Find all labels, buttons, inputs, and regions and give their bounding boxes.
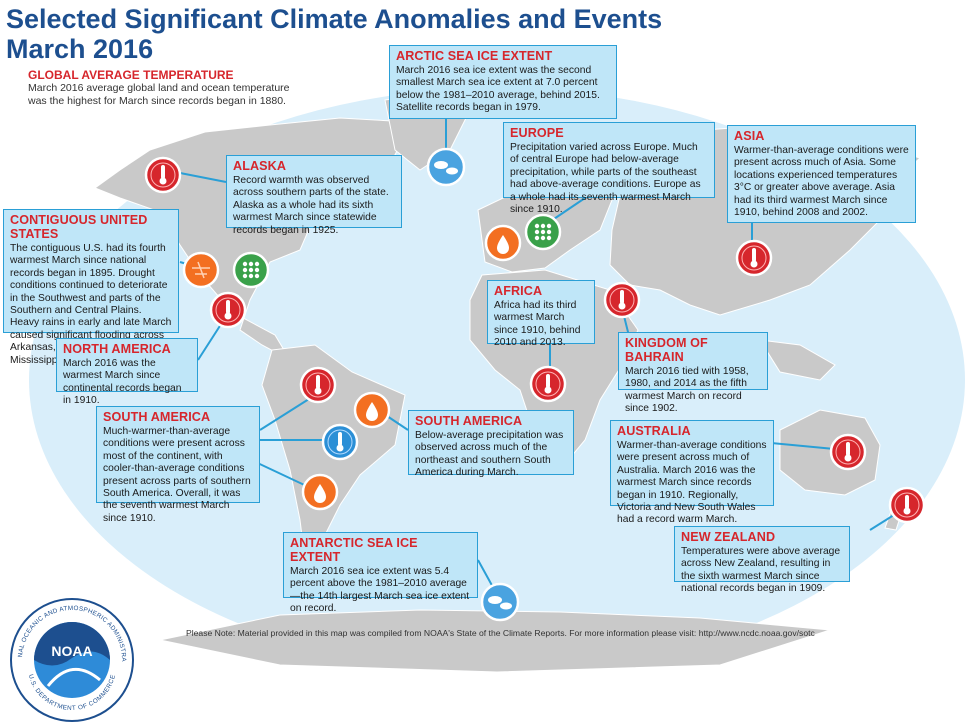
title-line-1: Selected Significant Climate Anomalies a…: [6, 4, 663, 34]
callout-text: Much-warmer-than-average conditions were…: [103, 426, 251, 524]
callout-new-zealand: NEW ZEALAND Temperatures were above aver…: [674, 526, 850, 594]
callout-heading: NORTH AMERICA: [63, 342, 171, 356]
callout-text: Record warmth was observed across southe…: [233, 175, 389, 236]
callout-australia: AUSTRALIA Warmer-than-average conditions…: [610, 420, 774, 525]
callout-heading: AUSTRALIA: [617, 424, 691, 438]
samerica-warm-icon: [299, 366, 337, 404]
logo-center-text: NOAA: [51, 643, 92, 659]
global-temperature-text: March 2016 average global land and ocean…: [28, 82, 290, 107]
callout-text: Below-average precipitation was observed…: [415, 430, 564, 479]
land-southeast-asia: [759, 339, 836, 381]
callout-text: Warmer-than-average conditions were pres…: [734, 145, 909, 219]
callout-heading: KINGDOM OF BAHRAIN: [625, 336, 708, 364]
callout-contiguous-us: CONTIGUOUS UNITED STATES The contiguous …: [3, 209, 179, 366]
us-drought-icon: [182, 251, 220, 289]
callout-heading: ALASKA: [233, 159, 287, 173]
callout-bahrain: KINGDOM OF BAHRAIN March 2016 tied with …: [618, 332, 768, 414]
callout-heading: AFRICA: [494, 284, 543, 298]
callout-text: Africa had its third warmest March since…: [494, 300, 581, 349]
callout-text: Warmer-than-average conditions were pres…: [617, 440, 767, 526]
samerica-cool-icon: [321, 423, 359, 461]
arctic-ice-icon: [426, 147, 466, 187]
us-flood-icon: [232, 251, 270, 289]
callout-text: Precipitation varied across Europe. Much…: [510, 142, 701, 216]
callout-heading: ASIA: [734, 129, 765, 143]
callout-text: March 2016 sea ice extent was 5.4 percen…: [290, 566, 470, 615]
asia-warm-icon: [735, 239, 773, 277]
samerica-dry-ne-icon: [353, 391, 391, 429]
callout-heading: ARCTIC SEA ICE EXTENT: [396, 49, 553, 63]
callout-arctic: ARCTIC SEA ICE EXTENT March 2016 sea ice…: [389, 45, 617, 119]
callout-heading: CONTIGUOUS UNITED STATES: [10, 213, 148, 241]
callout-heading: SOUTH AMERICA: [103, 410, 211, 424]
alaska-warm-icon: [144, 156, 182, 194]
callout-south-america-precipitation: SOUTH AMERICA Below-average precipitatio…: [408, 410, 574, 478]
australia-warm-icon: [829, 433, 867, 471]
europe-wet-icon: [524, 213, 562, 251]
bahrain-warm-icon: [603, 281, 641, 319]
callout-heading: NEW ZEALAND: [681, 530, 776, 544]
page-title: Selected Significant Climate Anomalies a…: [6, 4, 663, 64]
callout-heading: SOUTH AMERICA: [415, 414, 523, 428]
samerica-dry-s-icon: [301, 473, 339, 511]
callout-antarctic: ANTARCTIC SEA ICE EXTENT March 2016 sea …: [283, 532, 478, 614]
source-note: Please Note: Material provided in this m…: [186, 628, 815, 638]
callout-text: March 2016 sea ice extent was the second…: [396, 65, 600, 114]
markers: [144, 147, 926, 622]
global-temperature-heading: GLOBAL AVERAGE TEMPERATURE: [28, 68, 234, 82]
callout-heading: EUROPE: [510, 126, 564, 140]
title-line-2: March 2016: [6, 34, 154, 64]
callout-north-america: NORTH AMERICA March 2016 was the warmest…: [56, 338, 198, 406]
callout-text: March 2016 tied with 1958, 1980, and 201…: [625, 366, 749, 415]
callout-heading: ANTARCTIC SEA ICE EXTENT: [290, 536, 418, 564]
antarctic-ice-icon: [480, 582, 520, 622]
callout-text: March 2016 was the warmest March since c…: [63, 358, 182, 407]
nz-warm-icon: [888, 486, 926, 524]
africa-warm-icon: [529, 365, 567, 403]
land-antarctica: [159, 609, 831, 673]
europe-dry-icon: [484, 224, 522, 262]
callout-africa: AFRICA Africa had its third warmest Marc…: [487, 280, 595, 348]
noaa-logo: NATIONAL OCEANIC AND ATMOSPHERIC ADMINIS…: [8, 596, 134, 722]
callout-alaska: ALASKA Record warmth was observed across…: [226, 155, 402, 236]
callout-europe: EUROPE Precipitation varied across Europ…: [503, 122, 715, 215]
callout-text: Temperatures were above average across N…: [681, 546, 841, 595]
callout-south-america-temperature: SOUTH AMERICA Much-warmer-than-average c…: [96, 406, 260, 524]
namerica-warm-icon: [209, 291, 247, 329]
callout-asia: ASIA Warmer-than-average conditions were…: [727, 125, 916, 223]
